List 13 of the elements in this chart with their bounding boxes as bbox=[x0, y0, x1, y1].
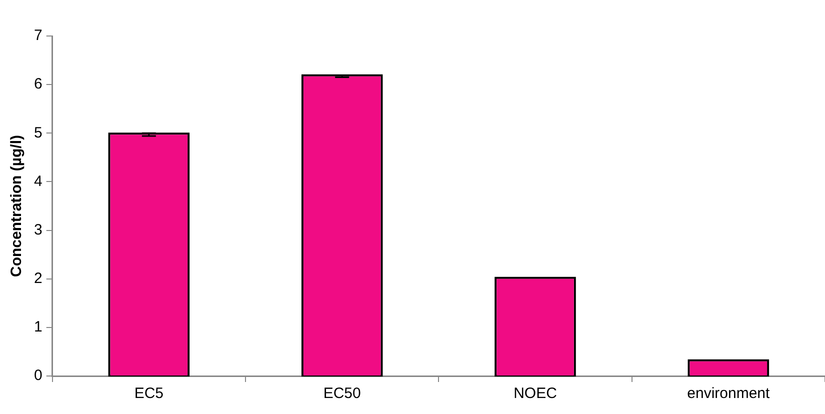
y-tick-label: 1 bbox=[34, 318, 42, 336]
y-tick-label: 0 bbox=[34, 367, 42, 384]
y-axis-title: Concentration (µg/l) bbox=[8, 135, 26, 277]
x-tick-label: environment bbox=[687, 385, 771, 402]
y-tick-label: 3 bbox=[34, 221, 42, 238]
y-tick-label: 7 bbox=[34, 27, 42, 44]
x-tick-label: EC50 bbox=[323, 385, 361, 402]
x-tick-label: EC5 bbox=[134, 385, 164, 402]
y-tick-label: 4 bbox=[34, 172, 42, 190]
y-tick-label: 2 bbox=[34, 270, 42, 287]
y-tick-label: 6 bbox=[34, 76, 42, 93]
y-tick-label: 5 bbox=[34, 124, 42, 142]
x-tick-label: NOEC bbox=[514, 385, 558, 402]
